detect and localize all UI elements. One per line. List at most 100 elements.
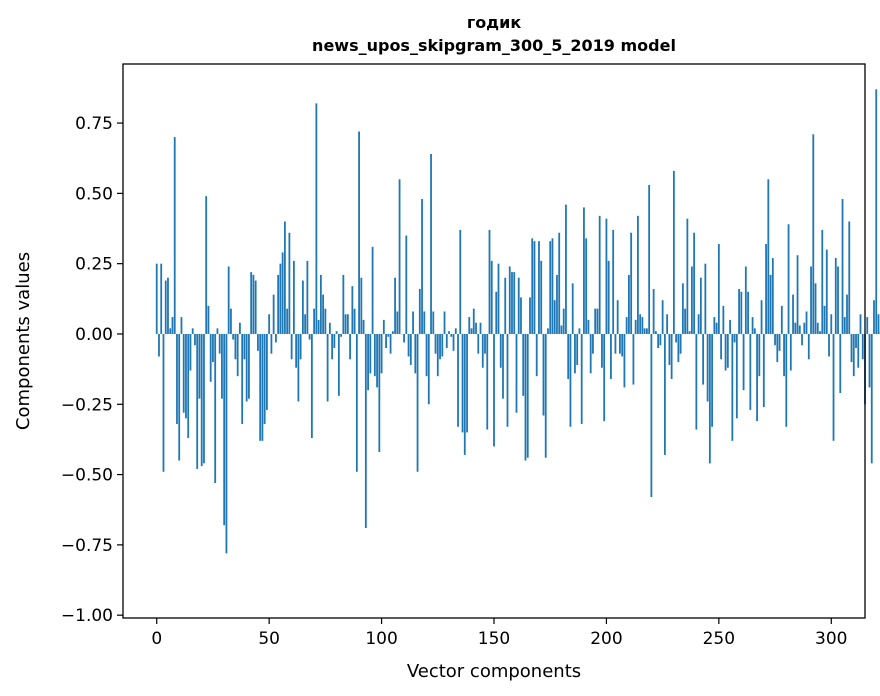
bar bbox=[753, 328, 756, 334]
bar bbox=[868, 333, 871, 388]
bar bbox=[596, 308, 599, 334]
bar bbox=[855, 333, 857, 349]
bar bbox=[535, 333, 538, 377]
bar bbox=[367, 333, 369, 391]
bar bbox=[776, 333, 779, 363]
bar bbox=[396, 311, 399, 334]
bar bbox=[326, 333, 329, 402]
bar bbox=[587, 319, 590, 334]
bar bbox=[432, 311, 435, 334]
bar bbox=[468, 317, 471, 334]
bar bbox=[337, 333, 340, 396]
bar bbox=[299, 333, 302, 360]
x-tick-label: 250 bbox=[703, 629, 735, 649]
bar bbox=[214, 333, 217, 484]
bar bbox=[762, 333, 765, 408]
bar bbox=[178, 333, 181, 461]
chart-subtitle: news_upos_skipgram_300_5_2019 model bbox=[312, 36, 676, 55]
bar bbox=[176, 333, 178, 424]
bar bbox=[324, 308, 327, 334]
bar bbox=[319, 274, 322, 334]
bar bbox=[560, 325, 563, 334]
x-tick-label: 100 bbox=[365, 629, 397, 649]
bar bbox=[250, 272, 253, 334]
bar bbox=[670, 333, 673, 379]
bar bbox=[684, 308, 687, 334]
bar bbox=[189, 333, 192, 371]
bar bbox=[805, 311, 808, 334]
bar bbox=[389, 333, 392, 354]
bar bbox=[236, 333, 239, 377]
bar bbox=[652, 288, 655, 334]
bar bbox=[688, 331, 691, 334]
bar bbox=[407, 333, 410, 357]
bar bbox=[380, 333, 383, 374]
bar bbox=[677, 333, 680, 363]
bar bbox=[735, 333, 738, 419]
y-axis-label: Components values bbox=[13, 252, 34, 430]
bar bbox=[637, 215, 639, 334]
y-tick-label: −1.00 bbox=[61, 606, 113, 626]
bar bbox=[686, 218, 689, 334]
bar bbox=[248, 333, 250, 399]
bar bbox=[441, 333, 444, 357]
bar bbox=[819, 331, 821, 334]
bar bbox=[675, 333, 678, 343]
bar bbox=[583, 207, 585, 334]
bar bbox=[445, 333, 448, 349]
bar bbox=[861, 333, 864, 360]
bar bbox=[162, 333, 165, 472]
bar bbox=[526, 333, 529, 458]
bar bbox=[295, 333, 298, 368]
bar bbox=[387, 333, 390, 337]
bar bbox=[839, 333, 842, 394]
bar bbox=[484, 333, 486, 354]
bar bbox=[515, 333, 518, 413]
bar bbox=[632, 333, 635, 385]
bar bbox=[403, 333, 405, 343]
bar bbox=[461, 333, 464, 433]
bar bbox=[286, 308, 289, 334]
bar bbox=[787, 224, 790, 334]
bar bbox=[160, 263, 163, 334]
bar bbox=[194, 333, 196, 346]
bar bbox=[322, 294, 325, 334]
bar bbox=[171, 317, 174, 334]
bar bbox=[342, 274, 345, 334]
bar bbox=[391, 331, 394, 334]
bar bbox=[605, 218, 608, 334]
bar bbox=[362, 319, 365, 334]
bar bbox=[621, 333, 624, 357]
bar bbox=[589, 333, 592, 374]
bar bbox=[369, 333, 372, 374]
bar bbox=[585, 238, 588, 334]
bar bbox=[335, 331, 338, 334]
bar bbox=[198, 333, 201, 399]
x-tick-label: 50 bbox=[258, 629, 280, 649]
y-axis-ticks: −1.00 −0.75 −0.50 −0.25 0.00 0.25 0.50 0.75 bbox=[61, 114, 123, 626]
bar bbox=[619, 333, 621, 354]
bar bbox=[846, 294, 848, 334]
bar bbox=[870, 333, 873, 464]
bar bbox=[612, 229, 615, 334]
bar bbox=[234, 333, 237, 360]
bar bbox=[196, 333, 199, 469]
bar bbox=[760, 300, 763, 334]
bar bbox=[180, 317, 183, 334]
y-tick-label: 0.75 bbox=[75, 114, 113, 134]
bar bbox=[434, 333, 437, 354]
bar bbox=[742, 333, 745, 391]
bar bbox=[308, 333, 311, 340]
bar bbox=[841, 198, 844, 334]
bar bbox=[697, 314, 700, 334]
bar bbox=[425, 333, 428, 377]
bar bbox=[504, 277, 507, 334]
bar bbox=[875, 89, 878, 334]
bar bbox=[443, 311, 446, 334]
bar bbox=[457, 333, 459, 427]
bar bbox=[511, 272, 513, 334]
bar bbox=[807, 333, 810, 360]
bar bbox=[720, 333, 722, 360]
bar bbox=[191, 328, 194, 334]
